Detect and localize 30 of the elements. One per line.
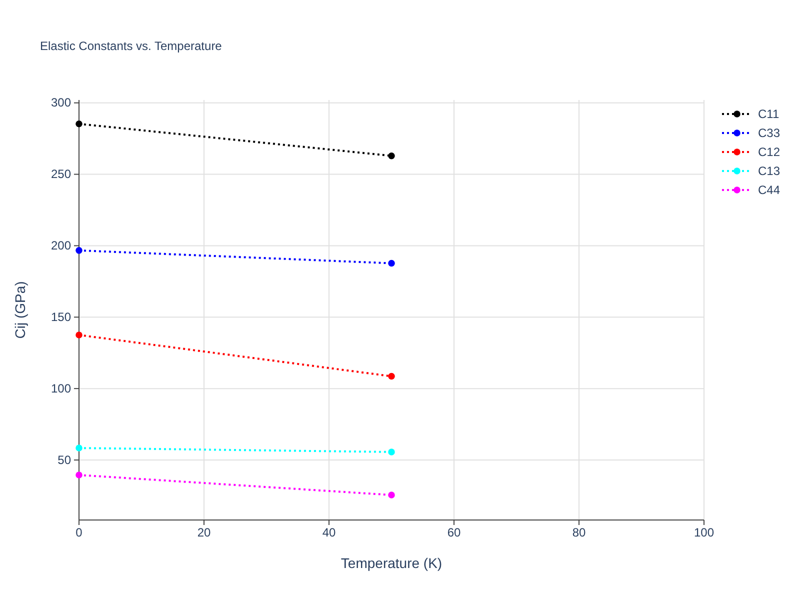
point	[388, 152, 395, 160]
y-tick-label: 150	[50, 310, 72, 324]
legend-label: C13	[758, 164, 780, 178]
legend-label: C33	[758, 126, 780, 140]
x-tick-label: 0	[76, 526, 83, 540]
x-tick-label: 40	[322, 526, 336, 540]
x-tick-label: 60	[447, 526, 461, 540]
x-axis-title: Temperature (K)	[340, 555, 442, 571]
point	[76, 247, 82, 254]
x-tick-label: 20	[197, 526, 211, 540]
y-tick-label: 300	[50, 96, 72, 110]
x-tick-label: 100	[694, 526, 714, 540]
chart-title: Elastic Constants vs. Temperature	[40, 39, 222, 53]
y-tick-label: 250	[50, 167, 72, 182]
point	[388, 260, 395, 267]
point	[76, 472, 82, 478]
legend-label: C12	[758, 145, 780, 159]
point	[388, 448, 395, 456]
point	[388, 492, 395, 498]
point	[388, 372, 395, 380]
x-tick-label: 80	[572, 526, 586, 540]
y-tick-label: 50	[58, 452, 72, 467]
y-axis-title: Cij (GPa)	[12, 281, 28, 339]
legend-label: C44	[758, 183, 780, 197]
point	[76, 444, 82, 452]
y-tick-label: 100	[50, 381, 72, 396]
legend-label: C11	[758, 107, 780, 121]
point	[76, 332, 82, 338]
point	[76, 120, 82, 128]
y-tick-label: 200	[50, 238, 72, 253]
